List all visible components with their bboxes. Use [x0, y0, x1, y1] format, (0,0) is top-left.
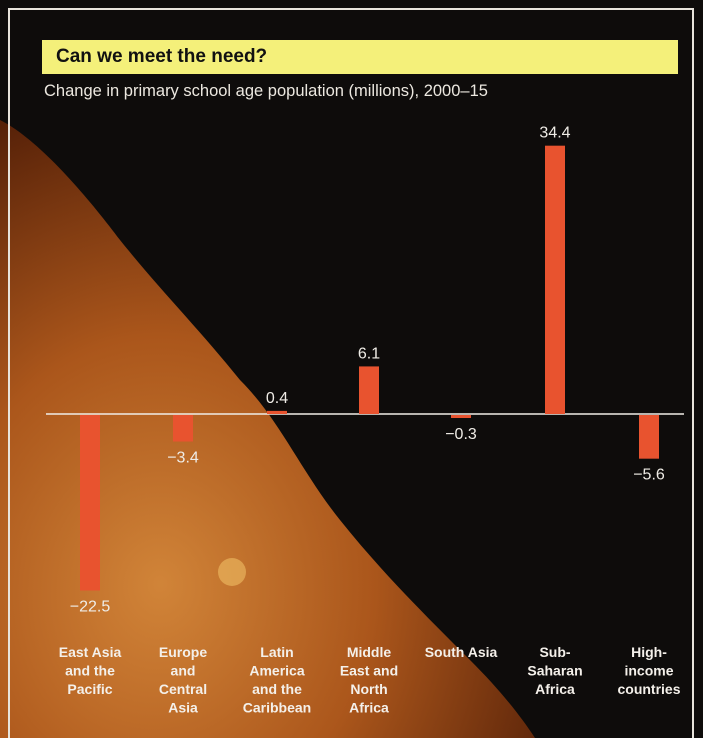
category-label-2-3: Caribbean [243, 700, 311, 716]
planet-surface [0, 120, 535, 738]
category-label-0-0: East Asia [59, 644, 122, 660]
category-label-0-1: and the [65, 663, 115, 679]
category-label-3-2: North [350, 681, 387, 697]
value-label-4: −0.3 [445, 426, 477, 443]
category-label-0-2: Pacific [67, 681, 112, 697]
value-label-1: −3.4 [167, 450, 199, 467]
value-label-0: −22.5 [70, 599, 111, 616]
value-label-6: −5.6 [633, 467, 665, 484]
category-label-5-0: Sub- [539, 644, 570, 660]
category-label-5-2: Africa [535, 681, 575, 697]
bar-4 [451, 415, 471, 418]
bar-3 [359, 366, 379, 414]
category-label-1-0: Europe [159, 644, 207, 660]
bar-6 [639, 415, 659, 459]
category-label-5-1: Saharan [527, 663, 582, 679]
bar-5 [545, 145, 565, 414]
category-label-3-0: Middle [347, 644, 392, 660]
category-label-2-1: America [249, 663, 304, 679]
value-label-3: 6.1 [358, 345, 380, 362]
category-label-1-1: and [171, 663, 196, 679]
category-label-2-2: and the [252, 681, 302, 697]
category-label-3-3: Africa [349, 700, 389, 716]
bar-0 [80, 415, 100, 591]
value-label-5: 34.4 [539, 125, 570, 142]
category-label-6-0: High- [631, 644, 667, 660]
chart-title: Can we meet the need? [56, 46, 268, 67]
category-label-2-0: Latin [260, 644, 293, 660]
title-bar: Can we meet the need? [42, 40, 678, 74]
chart-subtitle: Change in primary school age population … [44, 82, 488, 100]
value-label-2: 0.4 [266, 390, 288, 407]
glow-spot [218, 558, 246, 586]
category-label-4-0: South Asia [425, 644, 498, 660]
category-label-1-2: Central [159, 681, 207, 697]
category-label-6-2: countries [617, 681, 680, 697]
bar-2 [267, 410, 287, 414]
category-label-6-1: income [624, 663, 673, 679]
bar-1 [173, 415, 193, 442]
category-label-3-1: East and [340, 663, 398, 679]
category-label-1-3: Asia [168, 700, 198, 716]
